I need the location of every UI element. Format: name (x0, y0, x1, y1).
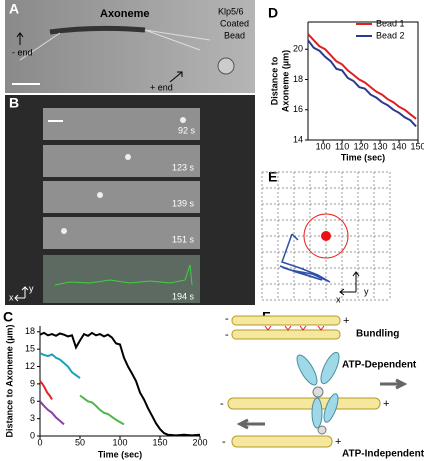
y-axis-label: Distance to Axoneme (µm) (4, 325, 14, 438)
sign: + (343, 315, 349, 327)
motors (296, 351, 340, 429)
axes-arrows (14, 286, 29, 302)
time-label: 123 s (172, 162, 195, 172)
panel-label: D (268, 5, 278, 21)
sign: - (220, 398, 224, 410)
series-line (79, 394, 125, 426)
sign: - (225, 313, 229, 325)
trajectory (279, 233, 331, 283)
y-axis-label: Distance to (269, 56, 279, 105)
x-tick-label: 130 (373, 141, 388, 151)
label: y (364, 286, 369, 296)
y-axis-label: Axoneme (µm) (280, 50, 290, 112)
beads (61, 117, 186, 234)
trajectory (54, 264, 193, 286)
micrograph (5, 0, 255, 93)
x-axis-label: Time (sec) (341, 152, 385, 162)
panel-label: E (268, 169, 277, 185)
bead (217, 57, 235, 75)
y-tick-label: 14 (293, 134, 303, 144)
x-tick-label: 200 (192, 437, 207, 447)
label: Axoneme (100, 8, 150, 20)
x-tick-label: 100 (112, 437, 127, 447)
label: x (9, 292, 14, 302)
y-tick-label: 20 (293, 44, 303, 54)
time-label: 139 s (172, 198, 195, 208)
label: Bundling (356, 329, 399, 340)
x-tick-label: 140 (392, 141, 407, 151)
x-tick-label: 0 (37, 437, 42, 447)
crosslinks (264, 325, 325, 331)
time-label: 92 s (178, 125, 196, 135)
x-tick-label: 100 (316, 141, 331, 151)
x-tick-label: 120 (354, 141, 369, 151)
y-tick-label: 0 (30, 430, 35, 440)
y-tick-label: 12 (25, 361, 35, 371)
sign: + (335, 436, 341, 448)
motor-head (312, 386, 324, 398)
sign: + (383, 398, 389, 410)
series-line (39, 380, 53, 401)
label: Coated (220, 18, 249, 28)
label: Bead (224, 30, 245, 40)
series-line (39, 331, 201, 437)
arrow (16, 32, 24, 45)
target (321, 231, 331, 241)
x-tick-label: 150 (152, 437, 167, 447)
filaments (19, 29, 211, 61)
time-label: 151 s (172, 234, 195, 244)
y-tick-label: 3 (30, 413, 35, 423)
axes-arrows (339, 271, 360, 296)
arrow (380, 378, 408, 390)
series-line (39, 400, 65, 426)
label: - end (12, 47, 33, 57)
x-axis-label: Time (sec) (98, 449, 142, 459)
label: Klp5/6 (218, 6, 244, 16)
axis (39, 326, 200, 437)
arrow (169, 71, 183, 83)
sign: - (222, 436, 226, 448)
y-tick-label: 9 (30, 378, 35, 388)
label: + end (150, 82, 173, 92)
circle (303, 213, 349, 259)
label: ATP-Dependent (342, 360, 417, 371)
y-tick-label: 18 (25, 326, 35, 336)
microtubules (227, 315, 381, 448)
label: y (29, 283, 34, 293)
time-label: 194 s (172, 291, 195, 301)
y-tick-label: 15 (25, 344, 35, 354)
x-tick-label: 50 (75, 437, 85, 447)
panel-label: A (9, 1, 19, 17)
legend-label: Bead 1 (376, 18, 405, 28)
panel-label: C (3, 309, 13, 325)
label: ATP-Independent (342, 449, 424, 460)
x-tick-label: 150 (410, 141, 424, 151)
series-line (307, 33, 417, 120)
motor-head (317, 425, 327, 435)
x-tick-label: 110 (335, 141, 349, 151)
label: x (336, 294, 341, 304)
y-tick-label: 16 (293, 104, 303, 114)
series-line (307, 39, 417, 128)
arrow (236, 418, 265, 430)
frames (43, 108, 200, 303)
panel-label: B (9, 95, 19, 111)
y-tick-label: 6 (30, 396, 35, 406)
axoneme-image (49, 25, 146, 35)
y-tick-label: 18 (293, 74, 303, 84)
series-line (39, 352, 81, 379)
sign: - (225, 329, 229, 341)
legend-label: Bead 2 (376, 30, 405, 40)
